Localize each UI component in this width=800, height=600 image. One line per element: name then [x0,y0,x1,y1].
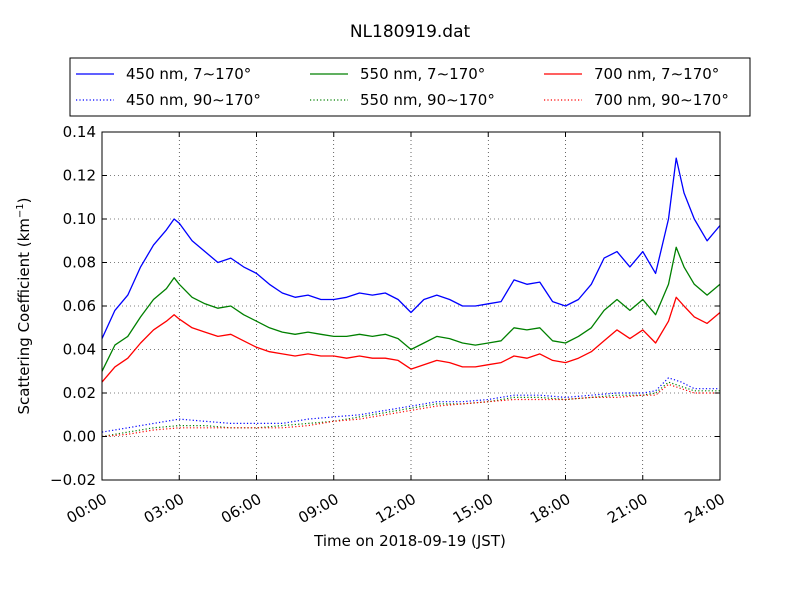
x-axis-label: Time on 2018-09-19 (JST) [313,532,506,550]
series-layer [101,157,721,438]
y-axis-label: Scattering Coefficient (km−1) [15,197,33,414]
legend-label: 450 nm, 7∼170° [126,65,251,83]
series-line-4 [101,381,720,438]
y-tick-label: 0.06 [63,297,96,315]
tick-layer: 00:00 03:00 06:00 09:00 12:00 15:00 18:00 21:00… [50,123,728,527]
y-tick-label: −0.02 [50,471,96,489]
x-tick-label: 21:00 [604,490,650,527]
series-line-3 [101,377,720,433]
y-tick-label: 0.14 [63,123,96,141]
legend-label: 450 nm, 90∼170° [126,91,261,109]
x-tick-label: 24:00 [682,490,728,527]
legend-label: 550 nm, 90∼170° [360,91,495,109]
x-tick-label: 09:00 [295,490,341,527]
legend-label: 700 nm, 7∼170° [594,65,719,83]
y-tick-label: 0.12 [63,167,96,185]
x-tick-label: 15:00 [450,490,496,527]
legend-label: 550 nm, 7∼170° [360,65,485,83]
chart-title: NL180919.dat [350,22,471,42]
y-tick-label: 0.02 [63,384,96,402]
y-tick-label: 0.08 [63,254,96,272]
series-line-2 [101,296,721,383]
y-tick-label: 0.04 [63,341,96,359]
legend-frame [69,57,751,117]
legend-label: 700 nm, 90∼170° [594,91,729,109]
x-tick-label: 18:00 [527,490,573,527]
series-line-0 [101,157,721,339]
y-tick-label: 0.10 [63,210,96,228]
x-tick-label: 03:00 [141,490,187,527]
y-axis-label-close: ) [15,197,33,203]
series-line-1 [101,246,721,372]
x-tick-label: 06:00 [218,490,264,527]
series-line-5 [101,383,720,438]
x-tick-label: 00:00 [64,490,110,527]
y-tick-label: 0.00 [63,428,96,446]
x-tick-label: 12:00 [373,490,419,527]
y-axis-label-main: Scattering Coefficient (km [15,218,33,414]
y-axis-label-sup: −1 [15,203,26,218]
grid-layer [101,131,721,481]
legend: 450 nm, 7∼170° 550 nm, 7∼170° 700 nm, 7∼17… [69,57,751,117]
